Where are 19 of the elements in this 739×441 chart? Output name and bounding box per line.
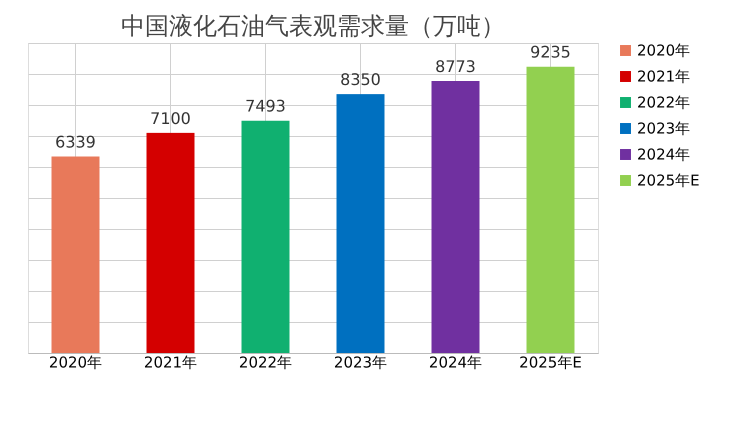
chart-title: 中国液化石油气表观需求量（万吨）: [121, 12, 505, 40]
data-label: 7100: [150, 108, 191, 128]
data-label: 6339: [55, 132, 96, 152]
data-label: 8773: [435, 57, 476, 76]
legend-label: 2023年: [637, 120, 690, 138]
legend-label: 2025年E: [637, 172, 700, 190]
x-tick-label: 2025年E: [519, 354, 582, 372]
legend-label: 2022年: [637, 94, 690, 112]
legend-label: 2020年: [637, 42, 690, 60]
x-tick-label: 2023年: [334, 354, 388, 372]
x-tick-label: 2024年: [428, 354, 482, 372]
data-label: 8350: [340, 70, 381, 90]
x-tick-label: 2022年: [238, 354, 292, 372]
data-label: 7493: [245, 96, 286, 116]
data-label: 9235: [530, 42, 571, 62]
x-tick-label: 2021年: [144, 354, 198, 372]
legend-label: 2021年: [637, 68, 690, 86]
legend-label: 2024年: [637, 146, 690, 164]
x-tick-label: 2020年: [48, 354, 102, 372]
